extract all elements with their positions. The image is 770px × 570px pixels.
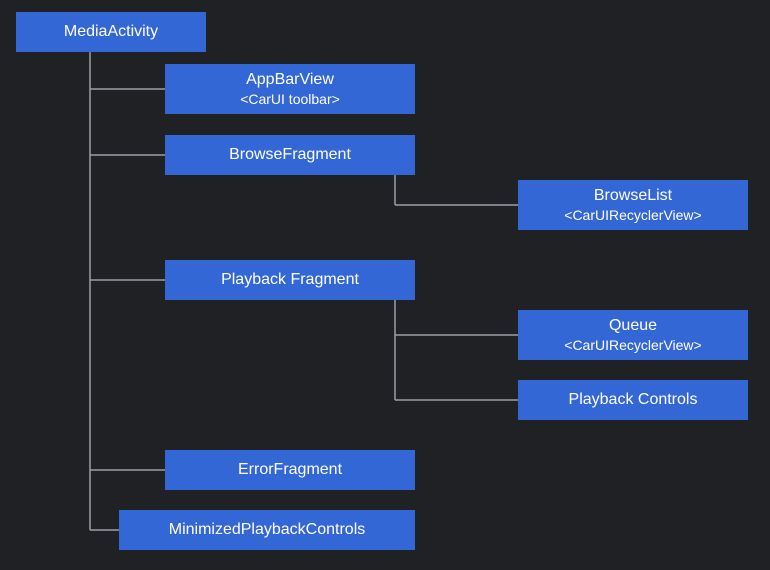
node-title: ErrorFragment <box>238 460 342 481</box>
node-title: Playback Fragment <box>221 270 359 291</box>
node-queue: Queue <CarUIRecyclerView> <box>518 310 748 360</box>
node-minimized-playback-controls: MinimizedPlaybackControls <box>119 510 415 550</box>
node-playback-fragment: Playback Fragment <box>165 260 415 300</box>
node-media-activity: MediaActivity <box>16 12 206 52</box>
node-playback-controls: Playback Controls <box>518 380 748 420</box>
node-subtitle: <CarUIRecyclerView> <box>564 206 701 224</box>
node-subtitle: <CarUI toolbar> <box>240 90 340 108</box>
node-title: AppBarView <box>246 70 334 91</box>
node-browse-fragment: BrowseFragment <box>165 135 415 175</box>
node-app-bar-view: AppBarView <CarUI toolbar> <box>165 64 415 114</box>
node-browse-list: BrowseList <CarUIRecyclerView> <box>518 180 748 230</box>
node-title: MediaActivity <box>64 22 158 43</box>
node-title: Queue <box>609 316 657 337</box>
node-title: MinimizedPlaybackControls <box>169 520 366 541</box>
node-title: Playback Controls <box>569 390 698 411</box>
node-title: BrowseList <box>594 186 672 207</box>
node-subtitle: <CarUIRecyclerView> <box>564 336 701 354</box>
node-error-fragment: ErrorFragment <box>165 450 415 490</box>
node-title: BrowseFragment <box>229 145 351 166</box>
